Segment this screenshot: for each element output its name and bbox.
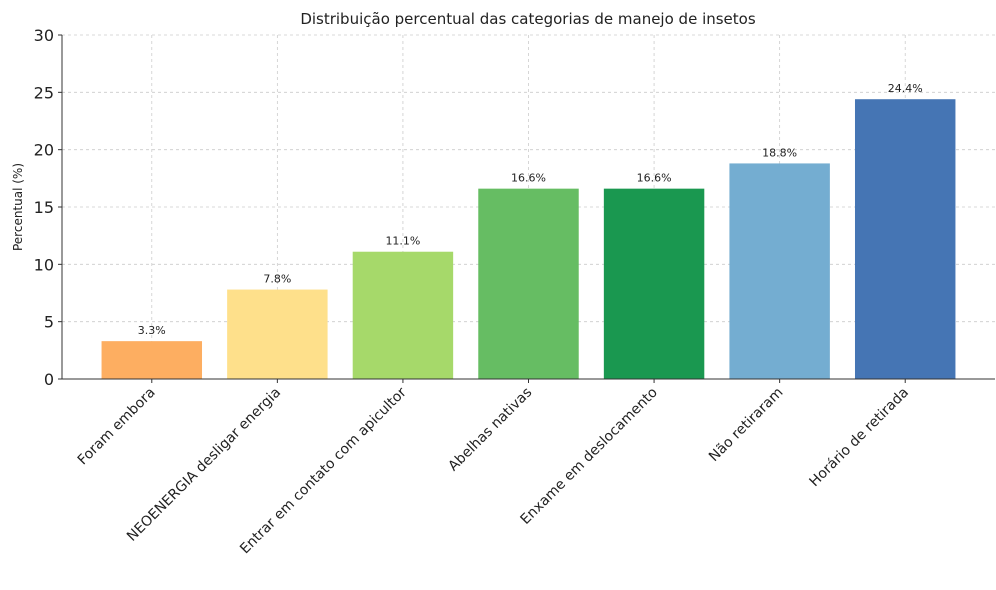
y-tick-label: 0 (44, 370, 54, 389)
y-tick-label: 20 (34, 141, 54, 160)
y-tick-label: 25 (34, 83, 54, 102)
y-tick-label: 15 (34, 198, 54, 217)
bar (227, 289, 328, 379)
y-tick-label: 10 (34, 255, 54, 274)
value-label: 18.8% (762, 146, 797, 159)
x-tick-label: Foram embora (75, 385, 159, 469)
value-label: 16.6% (637, 172, 672, 185)
bar (352, 251, 454, 379)
bar (729, 163, 830, 379)
bar (101, 341, 203, 379)
bar (478, 188, 579, 379)
value-label: 24.4% (888, 82, 923, 95)
x-tick-label: Não retiraram (706, 385, 786, 465)
y-axis-label: Percentual (%) (11, 163, 25, 251)
value-label: 11.1% (385, 235, 420, 248)
value-label: 7.8% (263, 273, 291, 286)
x-tick-label: Abelhas nativas (445, 385, 535, 475)
value-label: 3.3% (138, 324, 166, 337)
value-label: 16.6% (511, 172, 546, 185)
y-tick-label: 5 (44, 313, 54, 332)
bar (854, 99, 956, 380)
x-tick-label: NEOENERGIA desligar energia (124, 385, 284, 545)
bar (603, 188, 705, 379)
x-tick-label: Horário de retirada (806, 385, 912, 491)
x-tick-label: Enxame em deslocamento (518, 385, 661, 528)
chart-title: Distribuição percentual das categorias d… (300, 10, 756, 28)
y-tick-label: 30 (34, 26, 54, 45)
